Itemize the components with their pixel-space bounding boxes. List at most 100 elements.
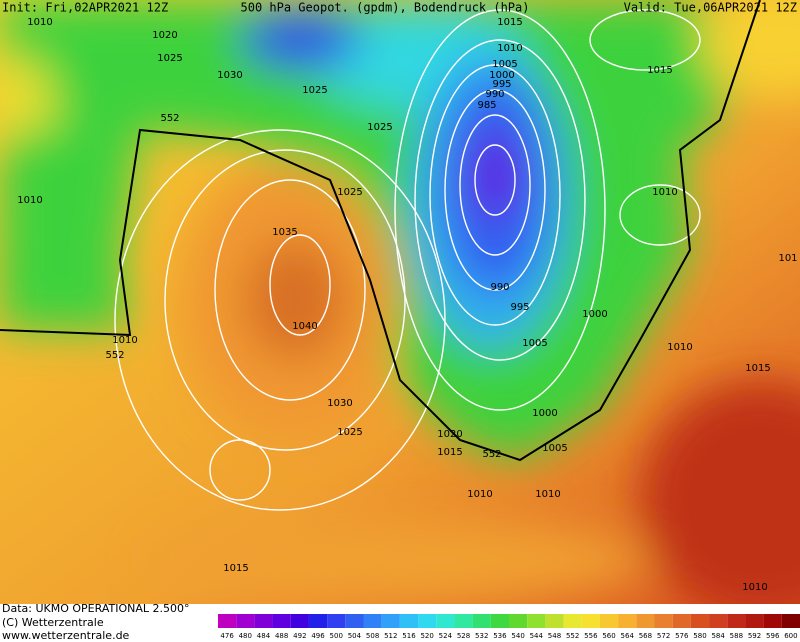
colorbar-swatch — [436, 614, 455, 628]
contour-552 — [0, 0, 761, 462]
isobar-label: 1010 — [27, 17, 52, 28]
isobar-label: 1030 — [327, 398, 352, 409]
isobar-label: 1025 — [157, 53, 182, 64]
isobar-label: 552 — [160, 113, 179, 124]
colorbar-swatch — [363, 614, 382, 628]
isobar-label: 1015 — [223, 563, 248, 574]
colorbar-tick-label: 568 — [639, 632, 652, 640]
colorbar-tick-label: 560 — [602, 632, 615, 640]
colorbar-swatch — [709, 614, 728, 628]
colorbar-tick-label: 540 — [511, 632, 524, 640]
colorbar-swatch — [272, 614, 291, 628]
isobar-label: 1000 — [489, 70, 514, 81]
isobar-label: 1010 — [535, 489, 560, 500]
colorbar-tick-label: 480 — [239, 632, 252, 640]
colorbar-tick-label: 584 — [711, 632, 725, 640]
colorbar-swatch — [454, 614, 473, 628]
field — [0, 0, 800, 620]
colorbar-tick-label: 532 — [475, 632, 488, 640]
colorbar-swatch — [527, 614, 546, 628]
colorbar-swatch — [308, 614, 328, 628]
isobar-label: 552 — [482, 449, 501, 460]
isobar-label: 1015 — [437, 447, 462, 458]
colorbar-swatch — [290, 614, 309, 628]
colorbar-swatch — [509, 614, 528, 628]
isobars — [114, 9, 701, 511]
copyright-text: (C) Wetterzentrale — [2, 616, 104, 629]
colorbar-tick-label: 592 — [748, 632, 761, 640]
isobar-label: 1005 — [542, 443, 567, 454]
colorbar-swatch — [618, 614, 637, 628]
isobar-label: 1015 — [745, 363, 770, 374]
colorbar-swatch — [636, 614, 655, 628]
isobar-label: 1040 — [292, 321, 317, 332]
colorbar-tick-label: 524 — [439, 632, 453, 640]
colorbar-swatch — [781, 614, 800, 628]
isobar-label: 1015 — [497, 17, 522, 28]
isobar-label: 1025 — [337, 187, 362, 198]
source-text: Data: UKMO OPERATIONAL 2.500° — [2, 602, 189, 615]
colorbar-tick-label: 504 — [348, 632, 362, 640]
isobar-label: 1010 — [497, 43, 522, 54]
colorbar-swatch — [254, 614, 273, 628]
colorbar-tick-label: 492 — [293, 632, 306, 640]
isobar-label: 1035 — [272, 227, 297, 238]
colorbar-swatch — [581, 614, 600, 628]
colorbar-swatch — [654, 614, 673, 628]
colorbar-swatch — [218, 614, 237, 628]
colorbar-swatch — [672, 614, 691, 628]
valid-text: Valid: Tue,06APR2021 12Z — [624, 1, 797, 15]
colorbar-tick-label: 552 — [566, 632, 579, 640]
isobar-label: 1010 — [17, 195, 42, 206]
isobar-label: 1005 — [522, 338, 547, 349]
colorbar-swatch — [545, 614, 564, 628]
colorbar-tick-label: 536 — [493, 632, 507, 640]
isobar-label: 1010 — [112, 335, 137, 346]
map-title: 500 hPa Geopot. (gpdm), Bodendruck (hPa) — [241, 1, 530, 15]
isobar-label: 101 — [778, 253, 797, 264]
isobar-label: 1010 — [652, 187, 677, 198]
isobar-label: 990 — [490, 282, 509, 293]
colorbar-swatch — [690, 614, 710, 628]
colorbar-tick-label: 516 — [402, 632, 416, 640]
colorbar-tick-label: 520 — [420, 632, 433, 640]
colorbar-tick-label: 484 — [257, 632, 271, 640]
colorbar-tick-label: 600 — [784, 632, 797, 640]
colorbar-swatch — [727, 614, 746, 628]
isobar-label: 1030 — [217, 70, 242, 81]
colorbar-tick-label: 576 — [675, 632, 689, 640]
isobar-label: 1010 — [667, 342, 692, 353]
isobar-label: 1025 — [367, 122, 392, 133]
url-text: www.wetterzentrale.de — [2, 629, 130, 642]
colorbar-tick-label: 488 — [275, 632, 288, 640]
isobar-label: 1000 — [582, 309, 607, 320]
colorbar-tick-label: 580 — [693, 632, 706, 640]
colorbar-tick-label: 572 — [657, 632, 670, 640]
colorbar-tick-label: 564 — [621, 632, 635, 640]
colorbar-swatch — [472, 614, 491, 628]
colorbar-swatch — [418, 614, 437, 628]
colorbar-swatch — [345, 614, 364, 628]
isobar-label: 1000 — [532, 408, 557, 419]
colorbar-tick-label: 528 — [457, 632, 470, 640]
colorbar-swatch — [327, 614, 346, 628]
isobar-label: 990 — [485, 89, 504, 100]
colorbar-tick-label: 548 — [548, 632, 561, 640]
colorbar-tick-label: 588 — [730, 632, 743, 640]
colorbar-swatch — [399, 614, 419, 628]
colorbar-tick-label: 512 — [384, 632, 397, 640]
colorbar-tick-label: 496 — [311, 632, 325, 640]
isobar-label: 1020 — [437, 429, 462, 440]
colorbar-tick-label: 508 — [366, 632, 379, 640]
isobar-label: 1020 — [152, 30, 177, 41]
isobar-label: 1010 — [742, 582, 767, 593]
colorbar-tick-label: 500 — [330, 632, 343, 640]
colorbar-swatch — [763, 614, 782, 628]
isobar-label: 1025 — [302, 85, 327, 96]
colorbar-swatch — [381, 614, 400, 628]
colorbar-tick-label: 556 — [584, 632, 598, 640]
init-text: Init: Fri,02APR2021 12Z — [2, 1, 168, 15]
isobar-label: 1005 — [492, 59, 517, 70]
